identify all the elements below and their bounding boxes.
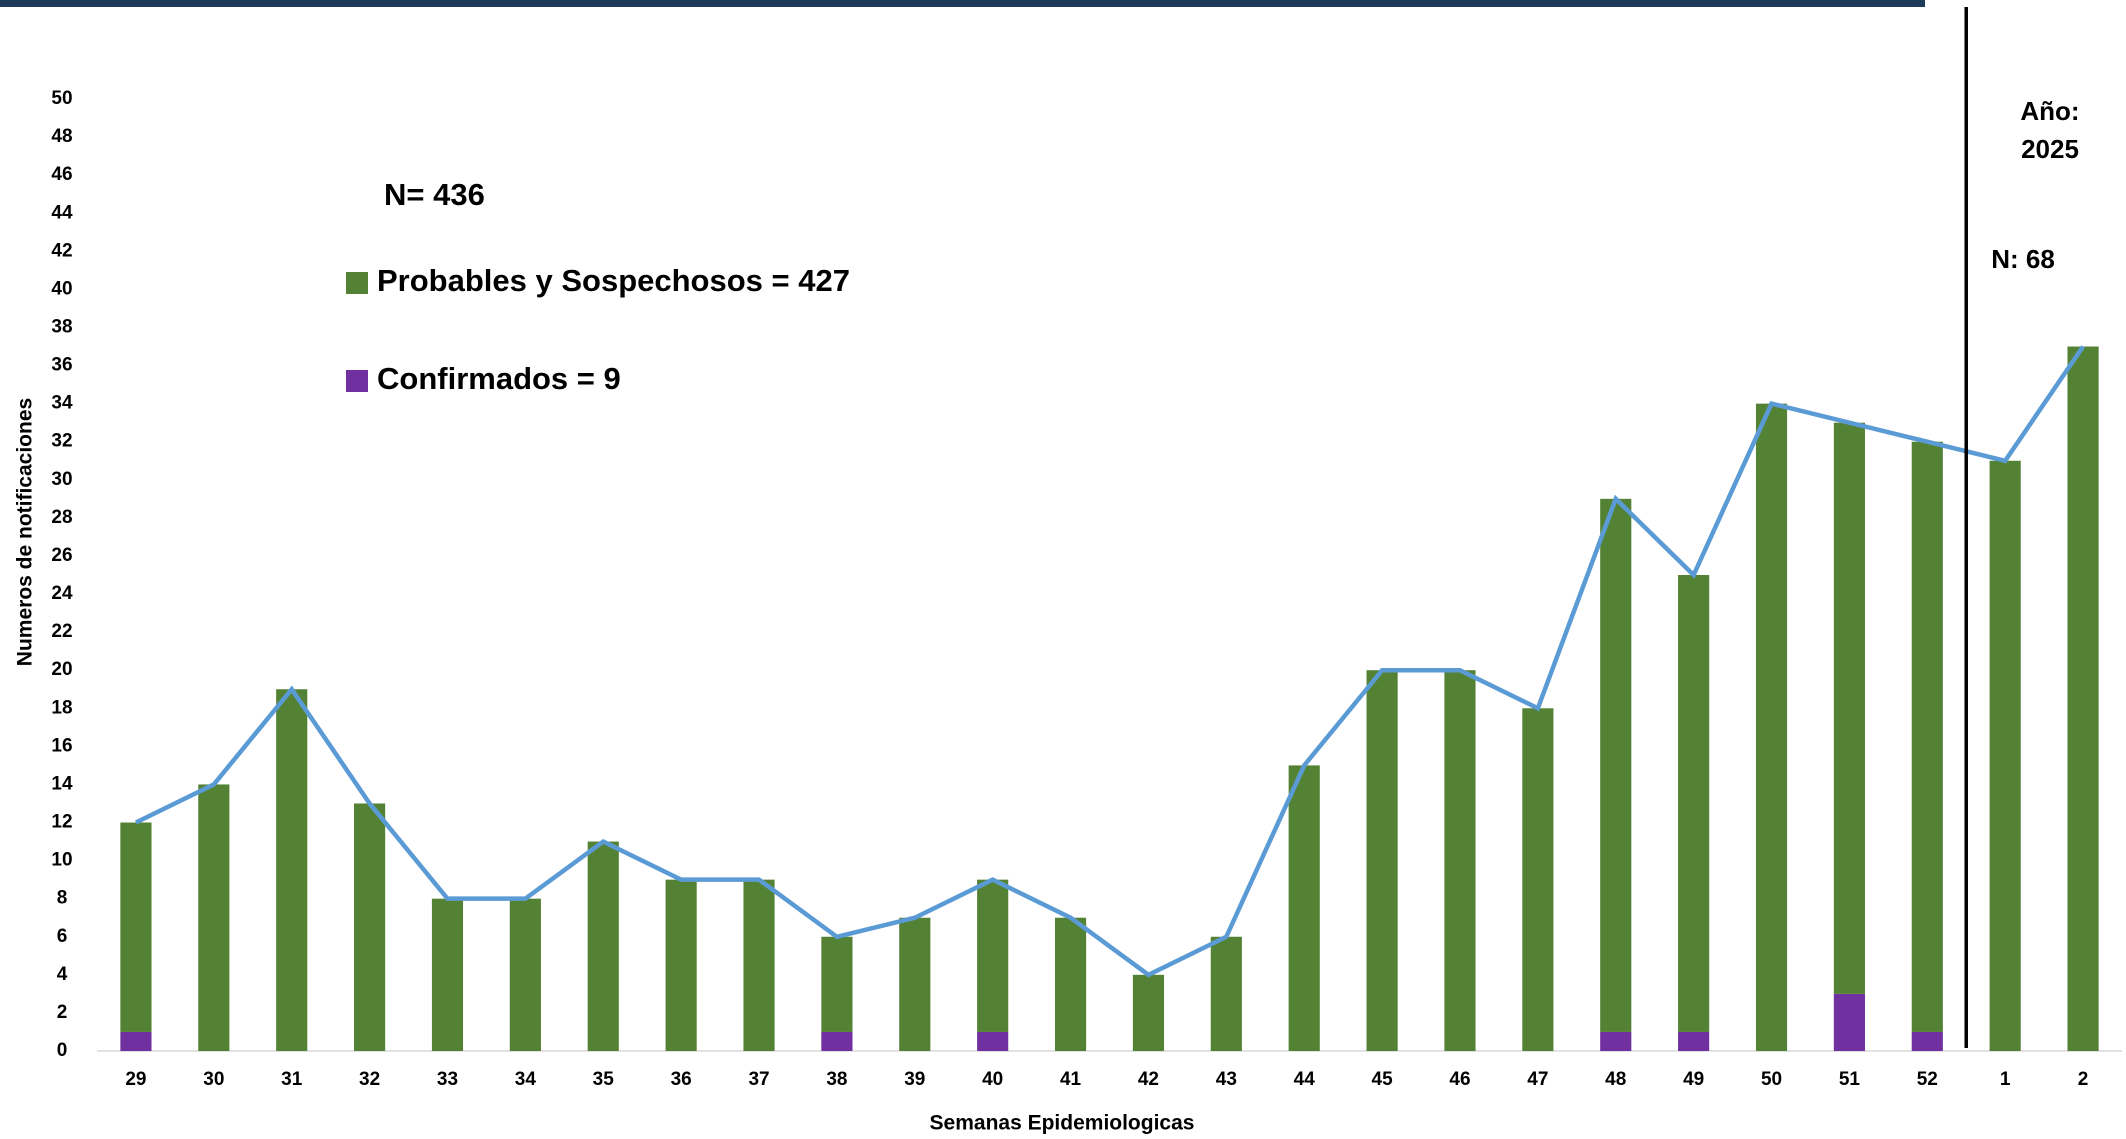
y-tick-label: 2	[57, 1002, 68, 1023]
x-tick-label: 51	[1839, 1069, 1861, 1090]
bar-segment	[2067, 347, 2098, 1051]
y-tick-label: 30	[51, 469, 72, 490]
x-tick-label: 49	[1683, 1069, 1704, 1090]
x-tick-label: 46	[1449, 1069, 1470, 1090]
y-tick-label: 18	[51, 697, 72, 718]
y-tick-label: 24	[51, 583, 73, 604]
x-tick-label: 32	[359, 1069, 380, 1090]
bar-segment	[1834, 994, 1865, 1051]
x-tick-label: 34	[515, 1069, 537, 1090]
y-tick-label: 8	[57, 888, 68, 909]
bar-segment	[1600, 1032, 1631, 1051]
bar-segment	[977, 1032, 1008, 1051]
bar-segment	[1834, 423, 1865, 994]
bar-segment	[198, 784, 229, 1051]
y-tick-label: 14	[51, 773, 73, 794]
bar-segment	[354, 803, 385, 1051]
y-tick-label: 42	[51, 240, 72, 261]
total-line	[136, 347, 2083, 975]
bar-segment	[1289, 765, 1320, 1051]
bar-segment	[1912, 1032, 1943, 1051]
bar-segment	[588, 842, 619, 1051]
legend-label: Confirmados = 9	[377, 361, 621, 396]
header-bar	[0, 0, 1925, 7]
x-tick-label: 52	[1917, 1069, 1938, 1090]
x-tick-label: 42	[1138, 1069, 1159, 1090]
bar-segment	[120, 823, 151, 1032]
x-tick-label: 47	[1527, 1069, 1548, 1090]
y-tick-label: 38	[51, 316, 72, 337]
year-label: Año:	[2020, 96, 2079, 126]
x-axis-title: Semanas Epidemiologicas	[930, 1112, 1195, 1135]
x-tick-label: 33	[437, 1069, 458, 1090]
bar-segment	[821, 937, 852, 1032]
y-tick-label: 6	[57, 926, 68, 947]
bar-segment	[743, 880, 774, 1051]
bar-segment	[1678, 1032, 1709, 1051]
year: 2025	[2021, 134, 2079, 164]
bar-segment	[1367, 670, 1398, 1051]
x-tick-label: 1	[2000, 1069, 2011, 1090]
year-total: N: 68	[1991, 244, 2055, 274]
bar-segment	[510, 899, 541, 1051]
x-tick-label: 29	[125, 1069, 146, 1090]
x-tick-label: 2	[2078, 1069, 2089, 1090]
bar-segment	[1211, 937, 1242, 1051]
y-tick-label: 46	[51, 164, 72, 185]
legend-swatch	[346, 370, 368, 392]
x-tick-label: 43	[1216, 1069, 1237, 1090]
y-tick-label: 22	[51, 621, 72, 642]
y-tick-label: 40	[51, 278, 72, 299]
bar-segment	[977, 880, 1008, 1032]
y-tick-label: 32	[51, 431, 72, 452]
bar-segment	[1678, 575, 1709, 1032]
x-tick-label: 48	[1605, 1069, 1626, 1090]
bar-segment	[1444, 670, 1475, 1051]
y-tick-label: 26	[51, 545, 72, 566]
y-tick-label: 10	[51, 850, 72, 871]
bar-segment	[1990, 461, 2021, 1051]
x-tick-label: 36	[671, 1069, 692, 1090]
y-tick-label: 28	[51, 507, 72, 528]
x-tick-label: 35	[593, 1069, 615, 1090]
x-tick-label: 37	[748, 1069, 769, 1090]
bar-segment	[432, 899, 463, 1051]
bar-segment	[276, 689, 307, 1051]
legend-label: Probables y Sospechosos = 427	[377, 263, 850, 298]
y-tick-label: 34	[51, 393, 73, 414]
y-tick-label: 48	[51, 126, 72, 147]
bar-segment	[821, 1032, 852, 1051]
y-tick-label: 50	[51, 88, 72, 109]
y-tick-label: 16	[51, 735, 72, 756]
x-tick-label: 41	[1060, 1069, 1082, 1090]
x-tick-label: 31	[281, 1069, 303, 1090]
x-tick-label: 45	[1372, 1069, 1394, 1090]
x-tick-label: 38	[826, 1069, 847, 1090]
y-tick-label: 44	[51, 202, 73, 223]
y-tick-label: 20	[51, 659, 72, 680]
y-tick-label: 0	[57, 1040, 68, 1061]
bar-segment	[1055, 918, 1086, 1051]
y-tick-label: 4	[57, 964, 68, 985]
bar-segment	[1756, 404, 1787, 1051]
x-tick-label: 44	[1294, 1069, 1316, 1090]
bar-segment	[666, 880, 697, 1051]
bar-segment	[1133, 975, 1164, 1051]
chart: N= 436 Año: 2025 N: 68 Semanas Epidemiol…	[0, 0, 2126, 1139]
bar-segment	[1522, 708, 1553, 1051]
bar-segment	[899, 918, 930, 1051]
x-tick-label: 39	[904, 1069, 925, 1090]
y-axis-title: Numeros de notificaciones	[14, 398, 37, 666]
bar-segment	[120, 1032, 151, 1051]
x-tick-label: 50	[1761, 1069, 1782, 1090]
y-tick-label: 12	[51, 812, 72, 833]
bar-segment	[1600, 499, 1631, 1032]
total-label: N= 436	[384, 177, 485, 212]
bar-segment	[1912, 442, 1943, 1032]
y-tick-label: 36	[51, 355, 72, 376]
x-tick-label: 30	[203, 1069, 224, 1090]
legend-swatch	[346, 272, 368, 294]
x-tick-label: 40	[982, 1069, 1003, 1090]
